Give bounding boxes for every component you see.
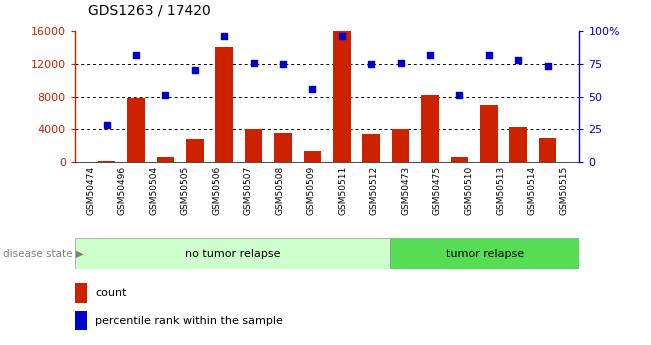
Bar bbox=[98, 160, 115, 162]
Point bbox=[366, 61, 376, 67]
Bar bbox=[480, 105, 497, 162]
Point bbox=[160, 92, 171, 98]
Text: GSM50507: GSM50507 bbox=[243, 166, 253, 215]
Text: GSM50474: GSM50474 bbox=[86, 166, 95, 215]
Text: GSM50509: GSM50509 bbox=[307, 166, 316, 215]
Text: percentile rank within the sample: percentile rank within the sample bbox=[95, 316, 283, 326]
Text: GSM50496: GSM50496 bbox=[118, 166, 127, 215]
Bar bbox=[363, 134, 380, 162]
Bar bbox=[392, 129, 409, 162]
Point bbox=[307, 86, 318, 91]
Bar bbox=[215, 47, 233, 162]
Point bbox=[189, 68, 200, 73]
Point bbox=[337, 33, 347, 39]
Text: GSM50506: GSM50506 bbox=[212, 166, 221, 215]
Bar bbox=[245, 129, 262, 162]
Point bbox=[454, 92, 465, 98]
Bar bbox=[157, 157, 174, 162]
Bar bbox=[421, 95, 439, 162]
Text: GSM50473: GSM50473 bbox=[402, 166, 411, 215]
Text: GDS1263 / 17420: GDS1263 / 17420 bbox=[88, 3, 211, 17]
Point bbox=[513, 57, 523, 63]
Bar bbox=[75, 283, 87, 303]
Text: no tumor relapse: no tumor relapse bbox=[185, 249, 281, 258]
Text: GSM50508: GSM50508 bbox=[275, 166, 284, 215]
Bar bbox=[186, 139, 204, 162]
Point bbox=[102, 123, 112, 128]
Point bbox=[425, 52, 436, 57]
Bar bbox=[333, 31, 351, 162]
Point bbox=[219, 33, 229, 39]
Point bbox=[278, 61, 288, 67]
Bar bbox=[75, 238, 390, 269]
Point bbox=[484, 52, 494, 57]
Text: GSM50475: GSM50475 bbox=[433, 166, 442, 215]
Text: GSM50514: GSM50514 bbox=[527, 166, 536, 215]
Bar bbox=[390, 238, 579, 269]
Text: GSM50504: GSM50504 bbox=[149, 166, 158, 215]
Text: GSM50513: GSM50513 bbox=[496, 166, 505, 215]
Text: count: count bbox=[95, 288, 126, 298]
Point bbox=[249, 60, 259, 65]
Bar bbox=[127, 98, 145, 162]
Point bbox=[542, 64, 553, 69]
Text: disease state ▶: disease state ▶ bbox=[3, 249, 84, 258]
Point bbox=[131, 52, 141, 57]
Text: GSM50511: GSM50511 bbox=[339, 166, 348, 215]
Bar bbox=[75, 311, 87, 330]
Bar bbox=[303, 151, 321, 162]
Point bbox=[395, 60, 406, 65]
Bar bbox=[539, 138, 557, 162]
Bar bbox=[510, 127, 527, 162]
Text: GSM50515: GSM50515 bbox=[559, 166, 568, 215]
Text: GSM50510: GSM50510 bbox=[465, 166, 473, 215]
Bar bbox=[274, 132, 292, 162]
Text: tumor relapse: tumor relapse bbox=[446, 249, 524, 258]
Bar bbox=[450, 157, 468, 162]
Text: GSM50505: GSM50505 bbox=[181, 166, 189, 215]
Text: GSM50512: GSM50512 bbox=[370, 166, 379, 215]
